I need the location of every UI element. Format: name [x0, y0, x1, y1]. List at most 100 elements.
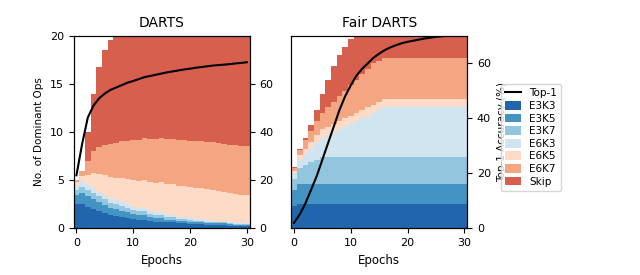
Bar — [382, 99, 388, 107]
Bar — [74, 180, 79, 182]
Bar — [325, 157, 331, 184]
Bar — [365, 69, 371, 107]
Bar — [210, 142, 216, 190]
Bar — [319, 113, 325, 129]
Bar — [153, 218, 159, 222]
Bar — [108, 199, 113, 203]
Bar — [102, 205, 108, 213]
Bar — [422, 204, 428, 228]
Bar — [198, 219, 204, 221]
Bar — [91, 94, 96, 151]
Bar — [303, 165, 308, 184]
Bar — [232, 224, 238, 225]
Bar — [416, 184, 422, 204]
Bar — [221, 144, 227, 192]
Bar — [170, 0, 176, 139]
Bar — [170, 215, 176, 217]
Bar — [153, 139, 159, 183]
Bar — [456, 99, 461, 107]
Bar — [410, 157, 416, 184]
Bar — [354, 184, 359, 204]
Bar — [198, 224, 204, 228]
Bar — [439, 184, 445, 204]
Bar — [388, 184, 394, 204]
Bar — [445, 157, 450, 184]
Bar — [382, 0, 388, 58]
Bar — [79, 192, 85, 204]
Bar — [354, 113, 359, 121]
Bar — [159, 138, 164, 182]
Bar — [244, 146, 250, 195]
Bar — [416, 0, 422, 58]
Bar — [348, 116, 354, 124]
Bar — [342, 204, 348, 228]
Bar — [119, 178, 125, 202]
Bar — [170, 139, 176, 184]
Bar — [376, 184, 382, 204]
Bar — [314, 204, 319, 228]
Bar — [232, 226, 238, 228]
Bar — [416, 99, 422, 107]
Bar — [445, 204, 450, 228]
Bar — [227, 222, 232, 223]
Bar — [153, 212, 159, 215]
Bar — [422, 99, 428, 107]
Bar — [354, 204, 359, 228]
Bar — [399, 184, 404, 204]
Bar — [388, 204, 394, 228]
Bar — [399, 58, 404, 99]
Bar — [308, 142, 314, 148]
Bar — [193, 0, 198, 141]
Bar — [204, 142, 210, 189]
Bar — [227, 0, 232, 145]
Bar — [308, 162, 314, 184]
Bar — [354, 30, 359, 80]
Bar — [198, 222, 204, 224]
Bar — [182, 0, 187, 140]
Bar — [91, 209, 96, 228]
Bar — [96, 202, 102, 211]
Bar — [74, 204, 79, 228]
Bar — [108, 208, 113, 215]
Bar — [314, 135, 319, 143]
Bar — [319, 184, 325, 204]
Bar — [238, 195, 244, 223]
Bar — [227, 224, 232, 226]
Bar — [96, 174, 102, 192]
Bar — [291, 167, 297, 168]
Bar — [404, 58, 410, 99]
Bar — [164, 184, 170, 214]
Bar — [227, 145, 232, 192]
Bar — [371, 184, 376, 204]
Bar — [325, 80, 331, 107]
Bar — [337, 157, 342, 184]
Bar — [204, 219, 210, 222]
Bar — [354, 157, 359, 184]
Bar — [394, 107, 399, 157]
Bar — [119, 141, 125, 178]
Bar — [445, 58, 450, 99]
Bar — [365, 204, 371, 228]
Bar — [198, 188, 204, 219]
Bar — [187, 222, 193, 224]
Bar — [141, 215, 147, 219]
Bar — [113, 216, 119, 228]
Bar — [125, 204, 131, 208]
Bar — [102, 213, 108, 228]
Bar — [125, 179, 131, 204]
Bar — [342, 126, 348, 157]
Bar — [159, 212, 164, 215]
Bar — [388, 107, 394, 157]
Bar — [303, 148, 308, 154]
Bar — [159, 222, 164, 228]
Bar — [85, 207, 91, 228]
Y-axis label: No. of Dominant Ops: No. of Dominant Ops — [34, 78, 44, 186]
Bar — [232, 194, 238, 223]
Bar — [331, 157, 337, 184]
Bar — [221, 0, 227, 144]
Bar — [319, 94, 325, 113]
Bar — [359, 118, 365, 157]
Bar — [91, 151, 96, 173]
Bar — [394, 0, 399, 58]
Bar — [303, 154, 308, 165]
